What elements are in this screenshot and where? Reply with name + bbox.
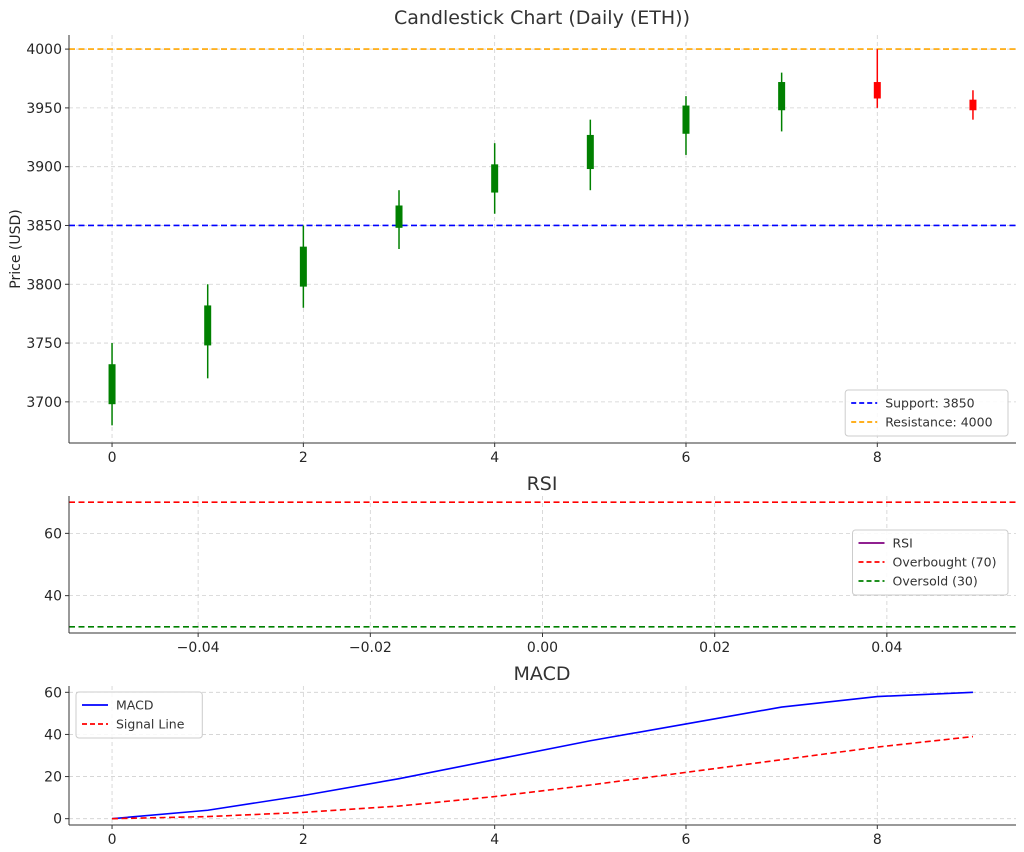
- candlestick-x-tick-label-2: 4: [490, 450, 499, 466]
- rsi-axes: −0.04 −0.02 0.00 0.02 0.04 40 60: [44, 496, 1016, 656]
- macd-axes: 0 2 4 6 8 0 20 40 60: [44, 685, 1016, 848]
- macd-y-tick-label-3: 60: [44, 685, 62, 701]
- macd-y-tick-label-0: 0: [53, 812, 62, 828]
- rsi-y-tick-label-0: 40: [44, 589, 62, 605]
- macd-x-tick-label-0: 0: [108, 832, 117, 848]
- candlestick-y-tick-label-6: 4000: [26, 42, 62, 58]
- rsi-legend-label-2: Oversold (30): [893, 574, 978, 589]
- macd-y-tick-label-2: 40: [44, 727, 62, 743]
- macd-x-tick-label-3: 6: [682, 832, 691, 848]
- macd-x-tick-label-4: 8: [873, 832, 882, 848]
- candlestick-reference-lines: [69, 48, 1016, 227]
- macd-legend-box: [75, 691, 203, 739]
- rsi-x-tick-label-0: −0.04: [177, 640, 220, 656]
- candlestick-y-tick-label-0: 3700: [26, 395, 62, 411]
- candlestick-x-tick-label-0: 0: [108, 450, 117, 466]
- candle-body-0: [108, 364, 116, 405]
- candlestick-x-tick-label-1: 2: [299, 450, 308, 466]
- candle-body-8: [873, 82, 881, 99]
- rsi-chart-title: RSI: [527, 473, 558, 495]
- candle-body-3: [395, 205, 403, 228]
- candle-body-5: [586, 134, 594, 170]
- macd-x-tick-label-1: 2: [299, 832, 308, 848]
- candle-body-7: [778, 82, 786, 111]
- macd-panel: MACD 0 2 4 6 8 0 20 40 60 MACD Signal Line: [44, 663, 1016, 848]
- rsi-x-tick-label-4: 0.04: [871, 640, 902, 656]
- candlestick-y-tick-label-5: 3950: [26, 101, 62, 117]
- candlestick-legend-label-0: Support: 3850: [885, 396, 974, 411]
- candle-body-6: [682, 105, 690, 134]
- macd-x-tick-label-2: 4: [490, 832, 499, 848]
- macd-legend-label-0: MACD: [116, 698, 153, 713]
- rsi-reference-lines: [69, 501, 1016, 628]
- rsi-x-tick-label-3: 0.02: [699, 640, 730, 656]
- candlestick-chart-title: Candlestick Chart (Daily (ETH)): [394, 7, 690, 29]
- candlestick-legend-label-1: Resistance: 4000: [885, 415, 992, 430]
- macd-legend-label-1: Signal Line: [116, 717, 185, 732]
- candlestick-y-tick-label-2: 3800: [26, 277, 62, 293]
- rsi-legend: RSI Overbought (70) Oversold (30): [852, 529, 1009, 596]
- rsi-y-tick-label-1: 60: [44, 526, 62, 542]
- candle-body-9: [969, 99, 977, 111]
- macd-legend: MACD Signal Line: [75, 691, 203, 739]
- candlestick-x-tick-label-4: 8: [873, 450, 882, 466]
- macd-y-tick-label-1: 20: [44, 770, 62, 786]
- candlestick-legend: Support: 3850 Resistance: 4000: [844, 389, 1009, 437]
- macd-series-line-1: [112, 735, 974, 820]
- rsi-x-tick-label-1: −0.02: [349, 640, 392, 656]
- candle-body-2: [299, 246, 307, 287]
- rsi-legend-box: [852, 529, 1009, 596]
- candlestick-x-tick-label-3: 6: [682, 450, 691, 466]
- candlestick-axes: 0 2 4 6 8 3700 3750 3800 3850 3900 3950 4000: [26, 35, 1016, 466]
- rsi-x-tick-label-2: 0.00: [527, 640, 558, 656]
- candlestick-y-tick-label-4: 3900: [26, 160, 62, 176]
- macd-chart-title: MACD: [514, 663, 571, 685]
- rsi-panel: RSI −0.04 −0.02 0.00 0.02 0.04 40 60 RSI Overbo…: [44, 473, 1016, 656]
- candlestick-marks: [108, 49, 977, 426]
- macd-grid: [69, 686, 1016, 825]
- candlestick-y-tick-label-3: 3850: [26, 218, 62, 234]
- rsi-grid: [69, 496, 1016, 633]
- candlestick-y-tick-label-1: 3750: [26, 336, 62, 352]
- rsi-legend-label-1: Overbought (70): [893, 555, 997, 570]
- candlestick-legend-box: [844, 389, 1009, 437]
- macd-series-line-0: [111, 691, 973, 820]
- candle-body-1: [204, 305, 212, 346]
- price-axis-label: Price (USD): [8, 209, 24, 288]
- macd-marks: [111, 691, 974, 820]
- candle-body-4: [491, 164, 499, 193]
- rsi-legend-label-0: RSI: [893, 536, 913, 551]
- candlestick-panel: Candlestick Chart (Daily (ETH)) Price (U…: [8, 7, 1016, 466]
